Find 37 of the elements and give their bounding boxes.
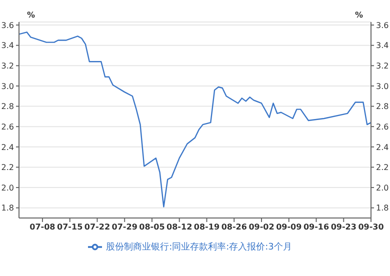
x-tick-label: 07-22 (84, 222, 110, 232)
x-tick-label: 08-12 (166, 222, 192, 232)
y-tick-label: 3.4 (1, 41, 14, 50)
x-tick-label: 07-15 (57, 222, 84, 232)
y2-tick-label: 2.6 (376, 122, 389, 132)
x-tick-label: 08-05 (139, 222, 166, 232)
y2-tick-label: 2.2 (376, 163, 389, 172)
x-tick-label: 09-23 (330, 222, 356, 232)
x-tick-label: 09-30 (358, 222, 384, 232)
x-tick-label: 08-19 (194, 222, 220, 232)
y2-tick-label: 2.4 (376, 142, 389, 152)
y-tick-label: 2.2 (1, 163, 14, 172)
y2-tick-label: 3.0 (376, 82, 389, 91)
y2-tick-label: 3.6 (376, 20, 389, 30)
y-tick-label: 1.8 (1, 204, 14, 213)
y-tick-label: 3.0 (1, 82, 14, 91)
y-tick-label: 2.4 (1, 142, 14, 152)
y-axis-title: % (26, 10, 35, 20)
x-tick-label: 09-16 (303, 222, 330, 232)
x-tick-label: 07-29 (112, 222, 138, 232)
x-tick-label: 09-09 (276, 222, 302, 232)
y-tick-label: 2.8 (1, 102, 14, 112)
legend-label: 股份制商业银行:同业存款利率:存入报价:3个月 (106, 242, 292, 252)
y2-tick-label: 2.0 (376, 183, 389, 192)
x-tick-label: 08-26 (221, 222, 248, 232)
line-series (19, 32, 371, 208)
y-tick-label: 2.0 (1, 183, 14, 192)
y2-tick-label: 2.8 (376, 102, 389, 112)
y-tick-label: 3.6 (1, 20, 14, 30)
x-tick-label: 09-02 (248, 222, 274, 232)
y2-tick-label: 3.4 (376, 41, 389, 50)
y-tick-label: 3.2 (1, 62, 14, 71)
x-tick-label: 07-08 (30, 222, 56, 232)
y2-tick-label: 1.8 (376, 204, 389, 213)
y2-axis-title: % (355, 10, 364, 20)
y-tick-label: 2.6 (1, 122, 14, 132)
y2-tick-label: 3.2 (376, 62, 389, 71)
